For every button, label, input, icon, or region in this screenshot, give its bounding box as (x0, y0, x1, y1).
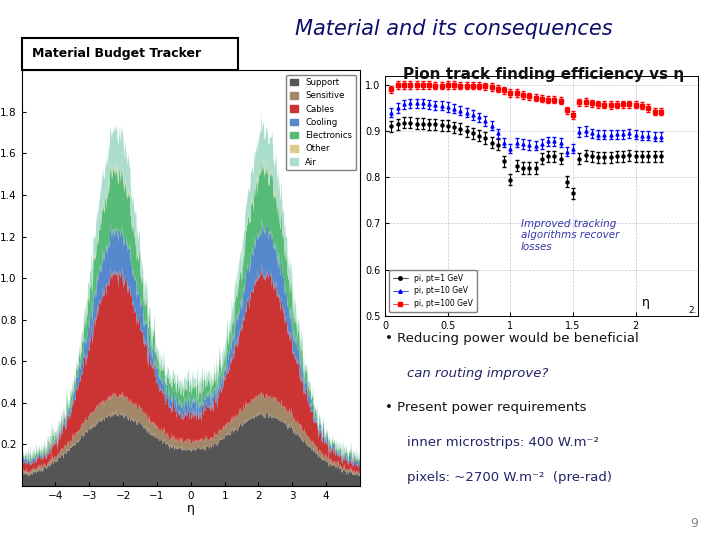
Text: • Present power requirements: • Present power requirements (385, 401, 587, 414)
Text: Material and its consequences: Material and its consequences (294, 19, 613, 39)
Text: 2.: 2. (688, 306, 696, 315)
Text: • Reducing power would be beneficial: • Reducing power would be beneficial (385, 332, 639, 345)
Text: can routing improve?: can routing improve? (407, 367, 548, 380)
Legend: Support, Sensitive, Cables, Cooling, Electronics, Other, Air: Support, Sensitive, Cables, Cooling, Ele… (287, 75, 356, 170)
Text: η: η (642, 295, 650, 308)
Text: Pion track finding efficiency vs η: Pion track finding efficiency vs η (403, 68, 684, 83)
Text: 9: 9 (690, 517, 698, 530)
Text: inner microstrips: 400 W.m⁻²: inner microstrips: 400 W.m⁻² (407, 436, 598, 449)
Text: pixels: ~2700 W.m⁻²  (pre-rad): pixels: ~2700 W.m⁻² (pre-rad) (407, 471, 612, 484)
Text: Improved tracking
algorithms recover
losses: Improved tracking algorithms recover los… (521, 219, 619, 252)
Text: Material Budget Tracker: Material Budget Tracker (32, 48, 202, 60)
X-axis label: η: η (187, 502, 194, 515)
Legend: pi, pt=1 GeV, pi, pt=10 GeV, pi, pt=100 GeV: pi, pt=1 GeV, pi, pt=10 GeV, pi, pt=100 … (389, 270, 477, 312)
